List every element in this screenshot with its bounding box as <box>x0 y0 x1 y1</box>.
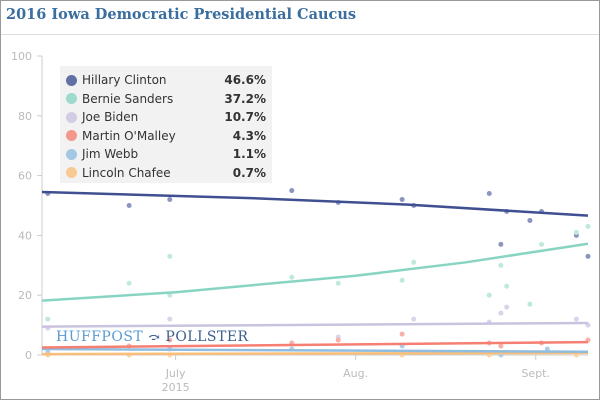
legend-swatch <box>66 74 77 86</box>
data-point <box>399 277 405 283</box>
legend-swatch <box>66 148 77 160</box>
data-point <box>335 280 341 286</box>
data-point <box>411 316 417 322</box>
data-point <box>399 197 405 203</box>
data-point <box>585 253 591 259</box>
legend-item: Lincoln Chafee 0.7% <box>66 164 266 182</box>
y-tick-label: 0 <box>25 349 32 362</box>
data-point <box>504 304 510 310</box>
data-point <box>498 343 504 349</box>
legend-value: 10.7% <box>224 110 266 124</box>
data-point <box>585 223 591 229</box>
data-point <box>167 197 173 203</box>
data-point <box>167 253 173 259</box>
data-point <box>498 241 504 247</box>
data-point <box>486 292 492 298</box>
data-point <box>289 274 295 280</box>
trend-line <box>41 340 589 349</box>
legend-value: 0.7% <box>232 165 266 180</box>
data-point <box>573 229 579 235</box>
y-tick-label: 80 <box>18 110 32 123</box>
data-point <box>504 283 510 289</box>
legend-label: Hillary Clinton <box>82 73 167 87</box>
data-point <box>289 188 295 194</box>
data-point <box>167 316 173 322</box>
legend-item: Jim Webb 1.1% <box>66 145 266 163</box>
legend-swatch <box>66 130 77 141</box>
trend-line <box>41 351 589 356</box>
legend-item: Joe Biden 10.7% <box>66 108 266 126</box>
legend-swatch <box>66 93 77 104</box>
huffpost-pollster-logo: HUFFPOST ⤼ POLLSTER <box>56 329 249 345</box>
legend-label: Martin O'Malley <box>82 128 176 143</box>
y-tick-label: 20 <box>18 289 32 302</box>
y-tick-label: 40 <box>18 229 32 242</box>
legend-item: Hillary Clinton 46.6% <box>66 71 266 89</box>
legend-value: 4.3% <box>232 128 266 143</box>
legend-swatch <box>66 111 77 123</box>
data-point <box>335 337 341 343</box>
legend-label: Lincoln Chafee <box>82 165 171 180</box>
data-point <box>167 292 173 298</box>
data-point <box>399 331 405 337</box>
legend-label: Bernie Sanders <box>82 91 174 106</box>
data-point <box>573 316 579 322</box>
data-point <box>45 316 51 322</box>
legend-item: Bernie Sanders 37.2% <box>66 90 266 108</box>
legend-item: Martin O'Malley 4.3% <box>66 127 266 145</box>
data-point <box>498 310 504 316</box>
legend: Hillary Clinton 46.6% Bernie Sanders 37.2% J… <box>60 66 272 183</box>
trend-line <box>41 321 589 328</box>
data-point <box>167 337 173 343</box>
legend-label: Jim Webb <box>82 147 139 161</box>
trend-line <box>41 347 589 353</box>
x-tick-label: Sept. <box>521 367 550 380</box>
legend-label: Joe Biden <box>82 110 139 124</box>
data-point <box>498 262 504 268</box>
data-point <box>539 241 545 247</box>
trend-line <box>41 242 589 302</box>
y-tick-label: 60 <box>18 170 32 183</box>
data-point <box>126 203 132 208</box>
chart-title: 2016 Iowa Democratic Presidential Caucus <box>6 6 357 23</box>
x-tick-sublabel: 2015 <box>162 381 190 394</box>
legend-value: 1.1% <box>232 147 266 161</box>
y-tick-label: 100 <box>11 50 32 63</box>
x-tick-label: July <box>165 367 186 380</box>
title-divider <box>1 34 599 35</box>
data-point <box>486 191 492 197</box>
legend-value: 46.6% <box>224 73 266 87</box>
trend-line <box>41 190 589 217</box>
data-point <box>527 301 533 307</box>
legend-swatch <box>66 167 77 178</box>
data-point <box>527 217 533 223</box>
data-point <box>126 280 132 286</box>
data-point <box>411 259 417 265</box>
x-tick-label: Aug. <box>343 367 368 380</box>
legend-value: 37.2% <box>224 91 266 106</box>
